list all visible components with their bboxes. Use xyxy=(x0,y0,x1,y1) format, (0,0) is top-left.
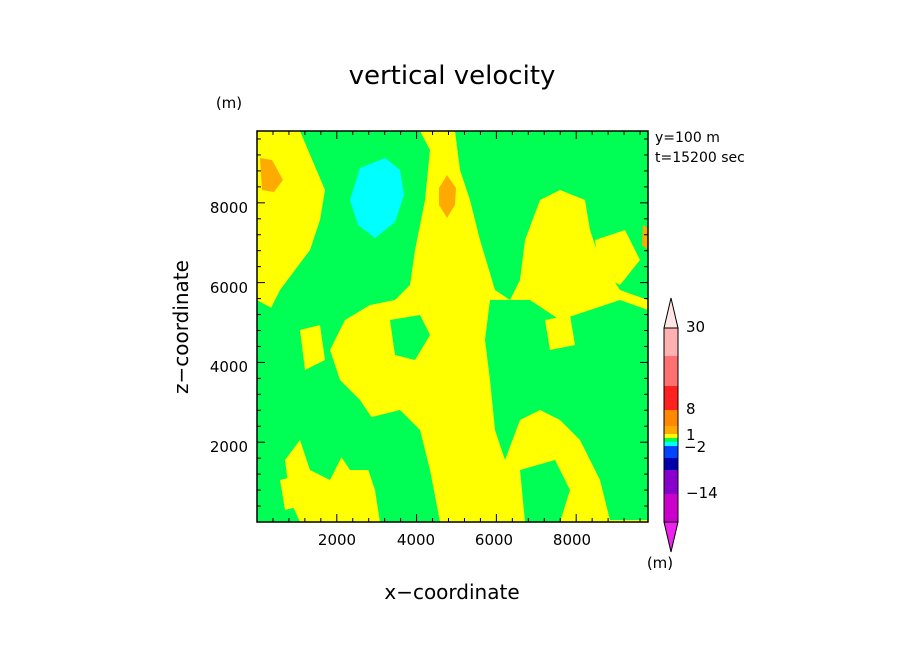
contour-yellow-island-3 xyxy=(595,230,640,285)
colorbar-bottom-triangle xyxy=(663,521,679,553)
y-tick-label-8000: 8000 xyxy=(210,199,248,217)
contour-yellow-island-1 xyxy=(300,325,325,370)
colorbar-segment-1 xyxy=(664,328,678,356)
colorbar-label-minus2: −2 xyxy=(684,438,706,456)
colorbar-segment-10 xyxy=(664,458,678,470)
contour-green-bottom-mid xyxy=(360,410,440,522)
x-tick-label-6000: 6000 xyxy=(475,531,513,549)
contour-yellow-island-2 xyxy=(545,315,575,350)
y-axis-ticks xyxy=(257,138,648,507)
colorbar-top-triangle xyxy=(663,297,679,329)
colorbar-segment-5 xyxy=(664,426,678,434)
colorbar-label-8: 8 xyxy=(686,400,696,418)
y-tick-label-6000: 6000 xyxy=(210,279,248,297)
y-axis-label: z−coordinate xyxy=(169,260,193,394)
colorbar xyxy=(663,297,679,553)
colorbar-segment-12 xyxy=(664,494,678,522)
x-axis-label: x−coordinate xyxy=(384,580,519,604)
contour-yellow-island-4 xyxy=(280,475,305,510)
colorbar-label-minus14: −14 xyxy=(686,484,718,502)
x-tick-label-8000: 8000 xyxy=(553,531,591,549)
colorbar-segment-3 xyxy=(664,386,678,410)
contour-orange-right xyxy=(642,225,648,250)
contour-green-right-lower xyxy=(485,300,648,520)
plot-frame xyxy=(256,130,649,523)
y-tick-label-4000: 4000 xyxy=(210,358,248,376)
x-tick-label-4000: 4000 xyxy=(397,531,435,549)
y-unit-label: (m) xyxy=(216,94,242,112)
annotation-y: y=100 m xyxy=(655,130,720,146)
colorbar-segment-11 xyxy=(664,470,678,494)
colorbar-segment-6 xyxy=(664,434,678,438)
colorbar-frame xyxy=(663,327,679,523)
colorbar-segment-4 xyxy=(664,410,678,426)
contour-orange-mid xyxy=(439,175,456,218)
contour-green-mid-patch xyxy=(390,315,430,360)
annotation-t: t=15200 sec xyxy=(655,150,745,166)
x-tick-label-2000: 2000 xyxy=(318,531,356,549)
plot-area xyxy=(256,130,649,523)
colorbar-label-1: 1 xyxy=(686,426,696,444)
y-tick-label-2000: 2000 xyxy=(210,438,248,456)
contour-orange-left xyxy=(260,158,283,192)
colorbar-segment-2 xyxy=(664,356,678,386)
colorbar-label-30: 30 xyxy=(686,318,705,336)
contour-green-right-patch xyxy=(520,460,570,522)
x-axis-ticks xyxy=(272,131,641,522)
colorbar-unit-label: (m) xyxy=(647,554,673,572)
colorbar-segment-7 xyxy=(664,438,678,442)
colorbar-segment-8 xyxy=(664,442,678,446)
contour-green-lower-left xyxy=(257,300,345,522)
chart-title: vertical velocity xyxy=(349,61,556,91)
contour-cyan xyxy=(350,158,404,238)
colorbar-segment-9 xyxy=(664,446,678,458)
